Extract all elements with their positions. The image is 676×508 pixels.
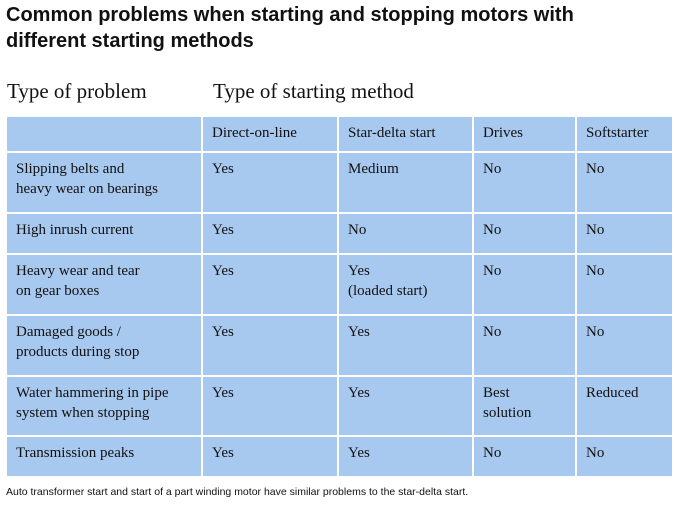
table-header-row: Direct-on-line Star-delta start Drives S… xyxy=(7,117,672,153)
problem-cell: Transmission peaks xyxy=(7,436,203,477)
direct-on-line-cell: Yes xyxy=(202,213,339,255)
problem-type-label: Type of problem xyxy=(7,79,147,103)
cell-value: Yes xyxy=(212,263,234,279)
header-empty xyxy=(7,117,203,153)
cell-value: Yes xyxy=(348,263,370,279)
direct-on-line-cell: Yes xyxy=(202,376,339,437)
table-row: Damaged goods / products during stop Yes… xyxy=(7,315,672,377)
table-row: Transmission peaks Yes Yes No No xyxy=(7,436,672,477)
header-softstarter: Softstarter xyxy=(576,117,672,153)
cell-value: No xyxy=(586,222,605,238)
cell-value: Yes xyxy=(212,445,234,461)
cell-value: No xyxy=(483,161,502,177)
problem-line: on gear boxes xyxy=(16,283,100,299)
cell-value: Reduced xyxy=(586,385,639,401)
table-row: Slipping belts and heavy wear on bearing… xyxy=(7,152,672,214)
cell-value: Medium xyxy=(348,161,399,177)
problem-line: High inrush current xyxy=(16,222,134,238)
direct-on-line-cell: Yes xyxy=(202,152,339,214)
drives-cell: No xyxy=(473,436,577,477)
table-row: Heavy wear and tear on gear boxes Yes Ye… xyxy=(7,254,672,316)
cell-value: No xyxy=(348,222,367,238)
cell-value: Yes xyxy=(212,161,234,177)
cell-value: No xyxy=(483,324,502,340)
problem-cell: Slipping belts and heavy wear on bearing… xyxy=(7,152,203,214)
header-drives: Drives xyxy=(473,117,577,153)
cell-value: No xyxy=(586,263,605,279)
direct-on-line-cell: Yes xyxy=(202,436,339,477)
problem-line: heavy wear on bearings xyxy=(16,181,159,197)
cell-value: No xyxy=(586,161,605,177)
direct-on-line-cell: Yes xyxy=(202,315,339,377)
comparison-table-container: Direct-on-line Star-delta start Drives S… xyxy=(7,117,672,477)
softstarter-cell: No xyxy=(576,315,672,377)
star-delta-cell: Yes xyxy=(338,315,474,377)
softstarter-cell: Reduced xyxy=(576,376,672,437)
softstarter-cell: No xyxy=(576,213,672,255)
problem-line: Water hammering in pipe xyxy=(16,385,169,401)
cell-value: Yes xyxy=(212,324,234,340)
star-delta-cell: No xyxy=(338,213,474,255)
drives-cell: No xyxy=(473,152,577,214)
cell-value: No xyxy=(586,445,605,461)
cell-value: No xyxy=(586,324,605,340)
problem-cell: Water hammering in pipe system when stop… xyxy=(7,376,203,437)
page-title: Common problems when starting and stoppi… xyxy=(6,2,670,54)
star-delta-cell: Yes (loaded start) xyxy=(338,254,474,316)
problem-cell: High inrush current xyxy=(7,213,203,255)
problem-cell: Heavy wear and tear on gear boxes xyxy=(7,254,203,316)
cell-value: Yes xyxy=(348,324,370,340)
softstarter-cell: No xyxy=(576,254,672,316)
problem-line: Transmission peaks xyxy=(16,445,135,461)
star-delta-cell: Medium xyxy=(338,152,474,214)
cell-value: Yes xyxy=(348,445,370,461)
problem-line: system when stopping xyxy=(16,405,150,421)
cell-value: No xyxy=(483,263,502,279)
comparison-table: Direct-on-line Star-delta start Drives S… xyxy=(7,117,672,477)
direct-on-line-cell: Yes xyxy=(202,254,339,316)
cell-value: No xyxy=(483,445,502,461)
problem-line: Heavy wear and tear xyxy=(16,263,140,279)
cell-value: Best xyxy=(483,385,510,401)
cell-value: Yes xyxy=(212,385,234,401)
footnote: Auto transformer start and start of a pa… xyxy=(6,486,469,498)
problem-cell: Damaged goods / products during stop xyxy=(7,315,203,377)
problem-line: Slipping belts and xyxy=(16,161,125,177)
problem-line: Damaged goods / xyxy=(16,324,121,340)
cell-value: Yes xyxy=(348,385,370,401)
problem-line: products during stop xyxy=(16,344,140,360)
page-title-line-1: Common problems when starting and stoppi… xyxy=(6,4,574,26)
star-delta-cell: Yes xyxy=(338,436,474,477)
starting-method-label: Type of starting method xyxy=(213,79,414,103)
cell-value: (loaded start) xyxy=(348,283,428,299)
softstarter-cell: No xyxy=(576,152,672,214)
table-row: High inrush current Yes No No No xyxy=(7,213,672,255)
drives-cell: No xyxy=(473,315,577,377)
star-delta-cell: Yes xyxy=(338,376,474,437)
cell-value: Yes xyxy=(212,222,234,238)
cell-value: No xyxy=(483,222,502,238)
header-star-delta-start: Star-delta start xyxy=(338,117,474,153)
drives-cell: No xyxy=(473,213,577,255)
drives-cell: Best solution xyxy=(473,376,577,437)
cell-value: solution xyxy=(483,405,532,421)
table-row: Water hammering in pipe system when stop… xyxy=(7,376,672,437)
drives-cell: No xyxy=(473,254,577,316)
softstarter-cell: No xyxy=(576,436,672,477)
page-title-line-2: different starting methods xyxy=(6,30,254,52)
header-direct-on-line: Direct-on-line xyxy=(202,117,339,153)
